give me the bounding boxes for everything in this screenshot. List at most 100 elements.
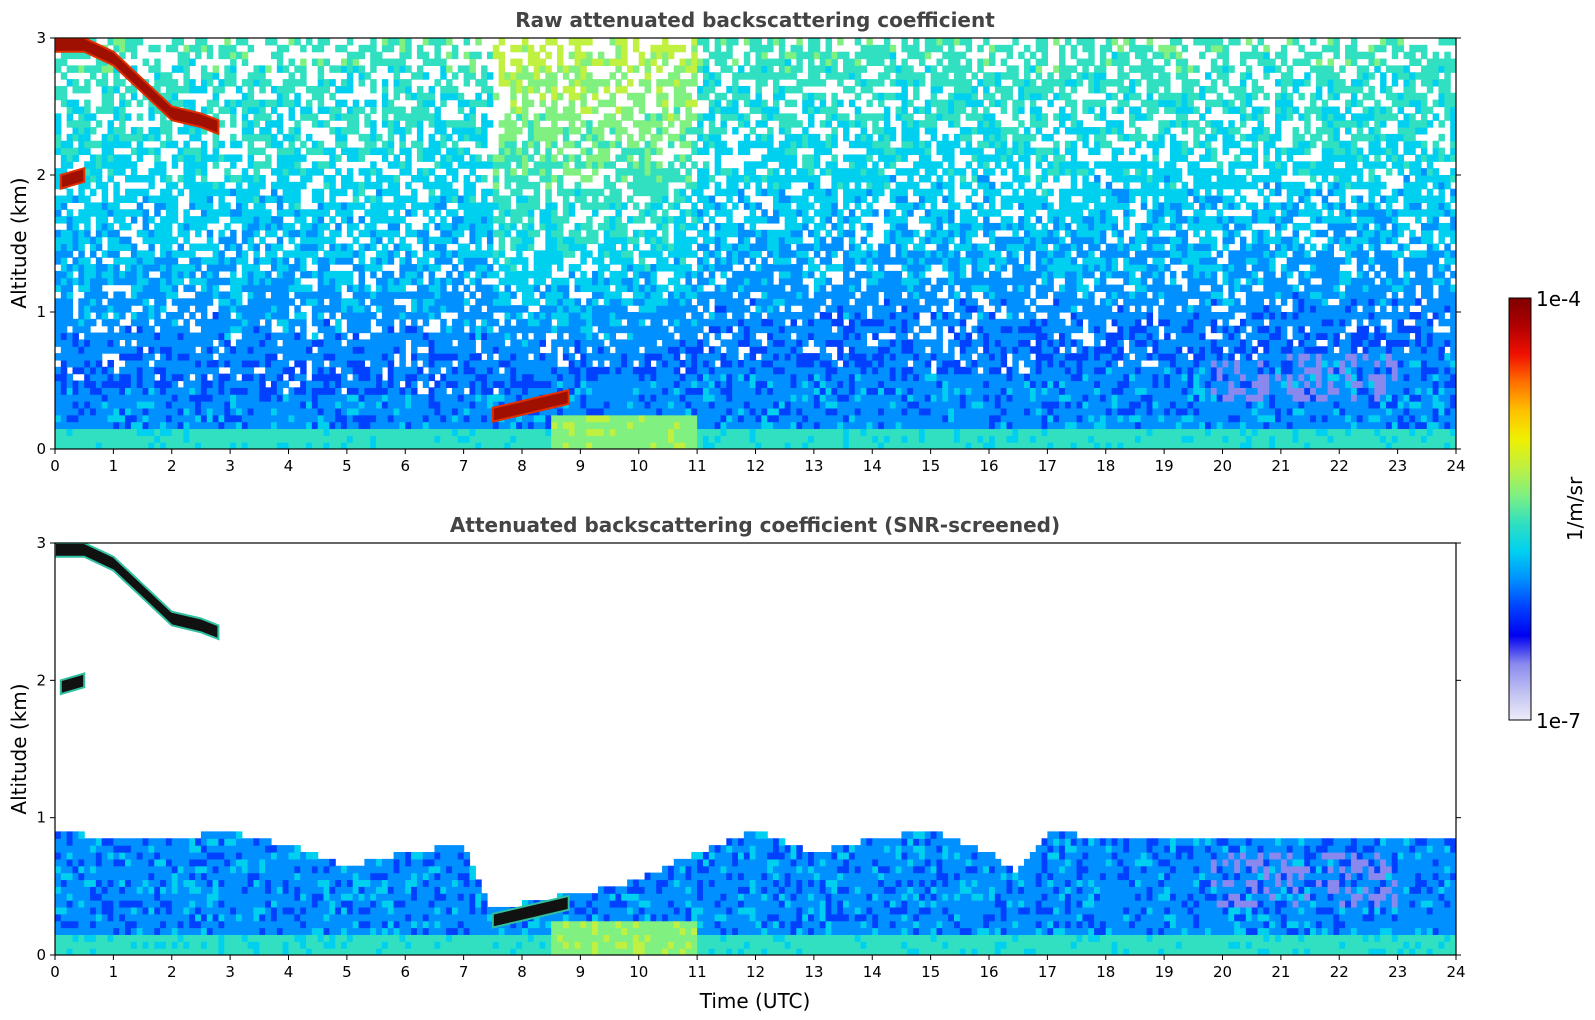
heat-cell [119, 140, 126, 149]
heat-cell [586, 147, 593, 156]
heat-cell [189, 298, 196, 306]
heat-cell [90, 154, 97, 162]
heat-cell [522, 346, 529, 354]
heat-cell [288, 79, 295, 87]
heat-cell [580, 407, 587, 416]
heat-cell [125, 421, 132, 430]
heat-cell [679, 401, 687, 409]
heat-cell [545, 291, 552, 299]
heat-cell [422, 284, 430, 293]
heat-cell [119, 51, 126, 60]
heat-cell [160, 442, 167, 449]
heat-cell [609, 407, 616, 416]
heat-cell [241, 168, 249, 176]
heat-cell [224, 325, 231, 334]
heat-cell [224, 435, 231, 443]
heat-cell [90, 353, 97, 361]
heat-cell [498, 147, 506, 156]
heat-cell [644, 120, 652, 128]
heat-cell [679, 305, 687, 313]
heat-cell [381, 305, 389, 313]
heat-cell [545, 298, 552, 306]
heat-cell [446, 250, 453, 258]
heat-cell [90, 305, 97, 313]
heat-cell [288, 366, 295, 375]
heat-cell [650, 346, 657, 354]
heat-cell [311, 222, 319, 231]
heat-cell [615, 407, 622, 416]
heat-cell [644, 277, 652, 286]
heat-cell [358, 202, 365, 210]
heat-cell [446, 401, 453, 409]
heat-cell [253, 428, 260, 436]
heat-cell [416, 168, 424, 176]
heat-cell [469, 99, 476, 108]
heat-cell [638, 380, 646, 388]
heat-cell [95, 175, 103, 183]
heat-cell [66, 140, 74, 149]
heat-cell [387, 120, 395, 128]
heat-cell [615, 353, 622, 361]
heat-cell [562, 373, 570, 382]
heat-cell [346, 318, 354, 327]
heat-cell [130, 394, 138, 402]
heat-cell [387, 435, 395, 443]
heat-cell [265, 373, 272, 382]
heat-cell [195, 435, 202, 443]
heat-cell [609, 359, 616, 368]
heat-cell [551, 99, 558, 108]
heat-cell [195, 407, 202, 416]
heat-cell [341, 175, 348, 183]
heat-cell [673, 264, 681, 272]
heat-cell [387, 65, 395, 73]
heat-cell [627, 346, 634, 354]
heat-cell [376, 168, 383, 176]
heat-cell [539, 175, 546, 183]
heat-cell [78, 421, 85, 430]
heat-cell [241, 353, 249, 361]
heat-cell [428, 236, 436, 245]
heat-cell [130, 298, 138, 306]
heat-cell [597, 127, 605, 135]
heat-cell [212, 428, 220, 436]
heat-cell [656, 65, 663, 73]
heat-cell [486, 414, 494, 423]
heat-cell [300, 216, 307, 224]
heat-cell [90, 127, 97, 135]
heat-cell [673, 387, 681, 395]
heat-cell [288, 394, 295, 402]
heat-cell [691, 346, 698, 354]
heat-cell [317, 380, 325, 388]
heat-cell [276, 92, 284, 101]
heat-cell [200, 387, 208, 395]
heat-cell [685, 250, 692, 258]
heat-cell [259, 175, 266, 183]
heat-cell [136, 277, 144, 286]
heat-cell [358, 168, 365, 176]
heat-cell [615, 366, 622, 375]
heat-cell [177, 188, 185, 197]
heat-cell [516, 85, 523, 94]
heat-cell [259, 442, 266, 449]
heat-cell [638, 106, 646, 114]
heat-cell [282, 65, 290, 73]
heat-cell [393, 291, 401, 299]
heat-cell [288, 270, 295, 279]
heat-cell [691, 394, 698, 402]
heat-cell [615, 65, 622, 73]
heat-cell [335, 305, 342, 313]
heat-cell [568, 373, 576, 382]
heat-cell [422, 257, 430, 265]
heat-cell [597, 401, 605, 409]
heat-cell [451, 209, 459, 217]
heat-cell [603, 353, 611, 361]
heat-cell [621, 270, 628, 279]
heat-cell [580, 332, 587, 340]
heat-cell [516, 79, 523, 87]
heat-cell [364, 113, 371, 121]
heat-cell [621, 168, 628, 176]
heat-cell [224, 442, 231, 449]
heat-cell [189, 257, 196, 265]
heat-cell [247, 195, 255, 203]
heat-cell [306, 414, 313, 423]
